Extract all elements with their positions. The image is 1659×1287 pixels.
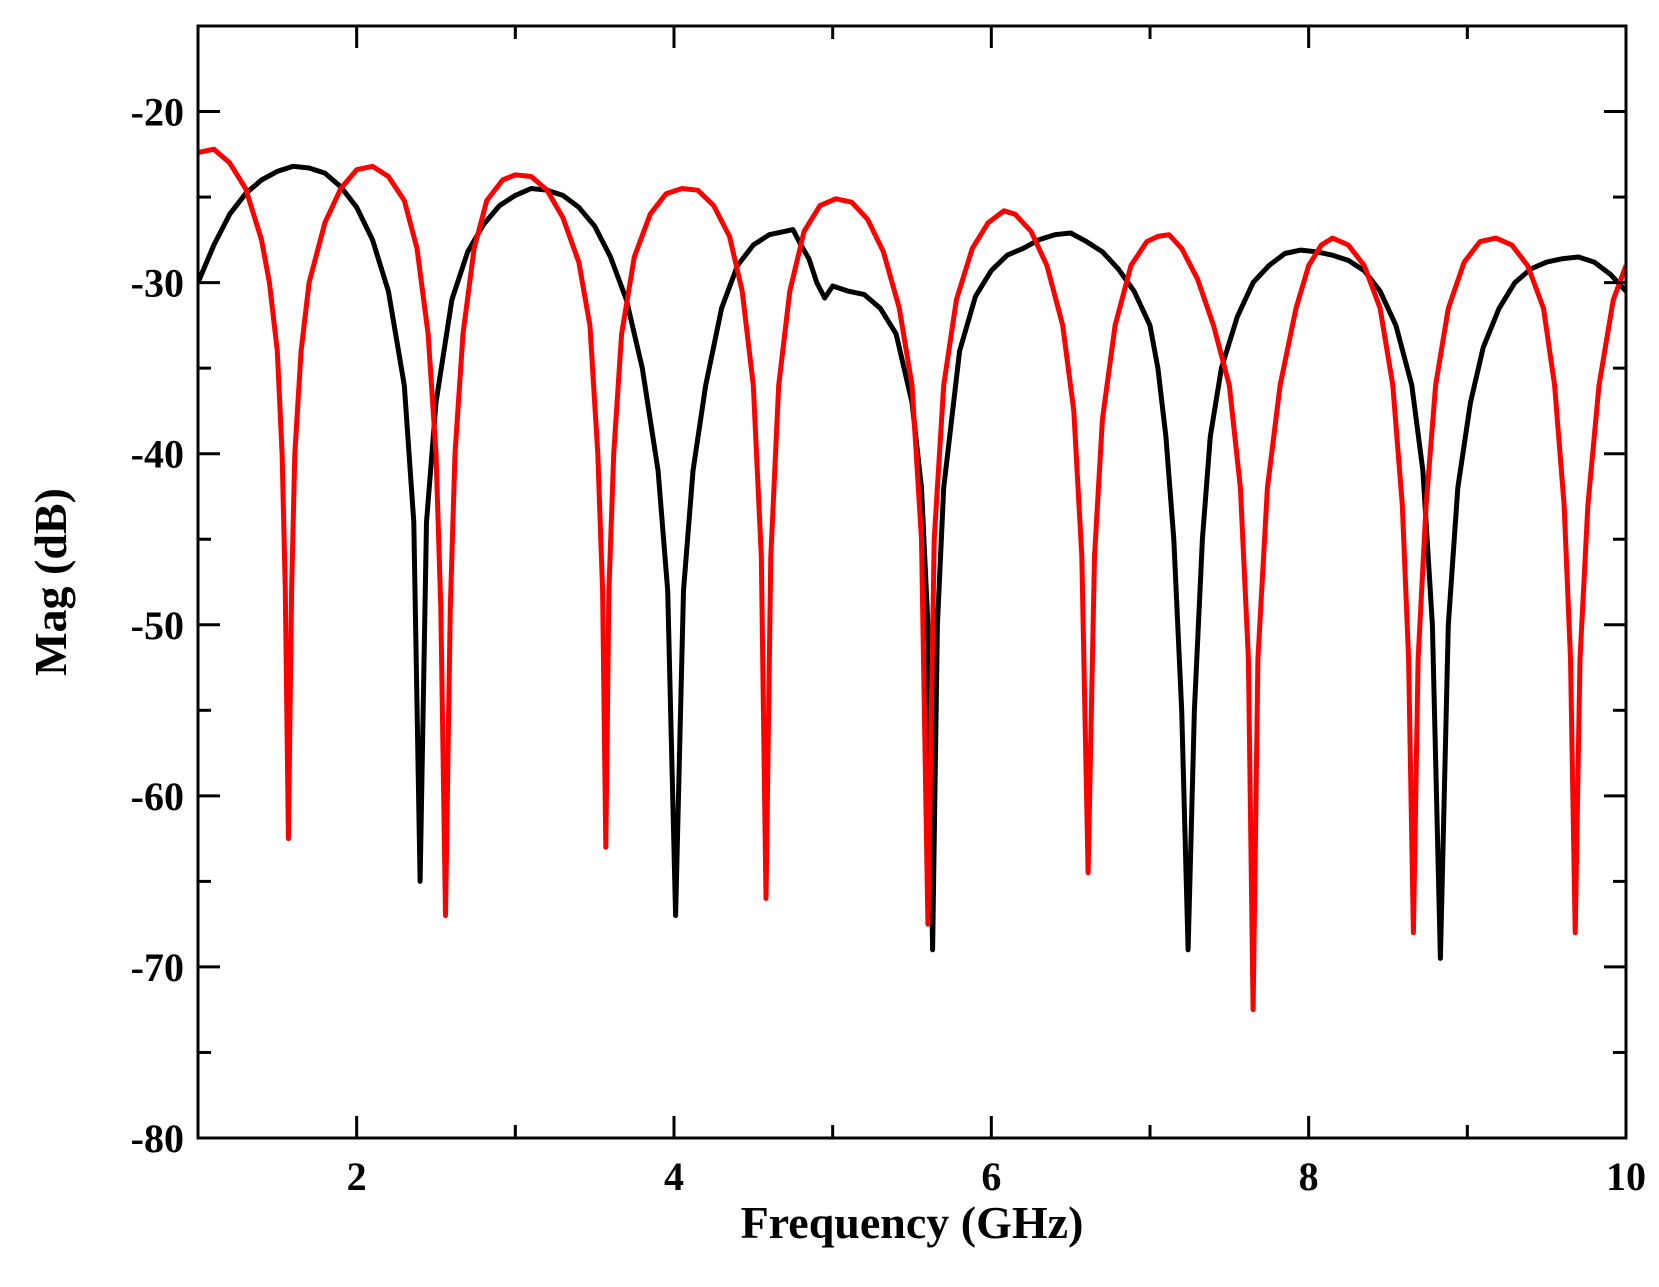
x-tick-label: 8 [1299, 1154, 1319, 1199]
ticks-layer [196, 24, 1628, 1140]
x-tick-label: 6 [981, 1154, 1001, 1199]
plot-frame [196, 24, 1628, 1140]
y-tick-label: -20 [131, 90, 184, 135]
series-line-black [198, 163, 1626, 961]
y-tick-label: -80 [131, 1116, 184, 1161]
y-axis-title: Mag (dB) [25, 488, 76, 676]
x-tick-label: 4 [664, 1154, 684, 1199]
series-layer [198, 146, 1626, 1013]
x-tick-label: 10 [1606, 1154, 1646, 1199]
labels-layer: 2 4 6 8 10 -20 -30 -40 -50 -60 -70 -80 [131, 90, 1646, 1199]
x-tick-label: 2 [347, 1154, 367, 1199]
y-tick-label: -30 [131, 261, 184, 306]
y-tick-label: -50 [131, 603, 184, 648]
series-line-red [198, 146, 1626, 1013]
y-tick-label: -60 [131, 774, 184, 819]
x-axis-title: Frequency (GHz) [741, 1197, 1084, 1248]
y-tick-label: -40 [131, 432, 184, 477]
y-tick-label: -70 [131, 945, 184, 990]
